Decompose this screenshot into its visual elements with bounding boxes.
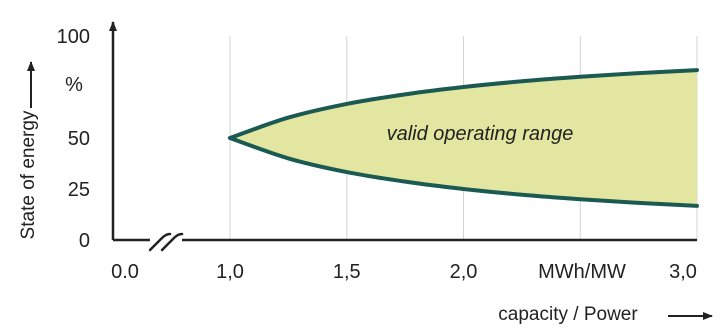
x-axis-title: capacity / Power	[498, 304, 638, 325]
y-tick-label: 25	[68, 179, 90, 201]
y-tick-label: 100	[57, 26, 90, 48]
upper-boundary-line	[228, 68, 699, 140]
y-tick-layer: 0 25 50 100	[57, 26, 90, 252]
x-tick-label: 2,0	[450, 261, 478, 283]
x-tick-label: 3,0	[669, 261, 697, 283]
x-tick-layer: 0.0 1,0 1,5 2,0 3,0	[111, 261, 697, 283]
y-axis-title: State of energy	[18, 110, 39, 239]
y-tick-label: 0	[79, 230, 90, 252]
x-tick-label: 1,5	[333, 261, 361, 283]
lower-boundary-line	[228, 136, 699, 208]
y-tick-label: 50	[68, 128, 90, 150]
y-unit-label: %	[65, 74, 83, 96]
x-unit-label: MWh/MW	[538, 261, 626, 283]
valid-operating-range-label: valid operating range	[387, 123, 574, 145]
x-tick-label: 0.0	[111, 261, 139, 283]
x-tick-label: 1,0	[216, 261, 244, 283]
axis-break-icon	[148, 232, 184, 252]
